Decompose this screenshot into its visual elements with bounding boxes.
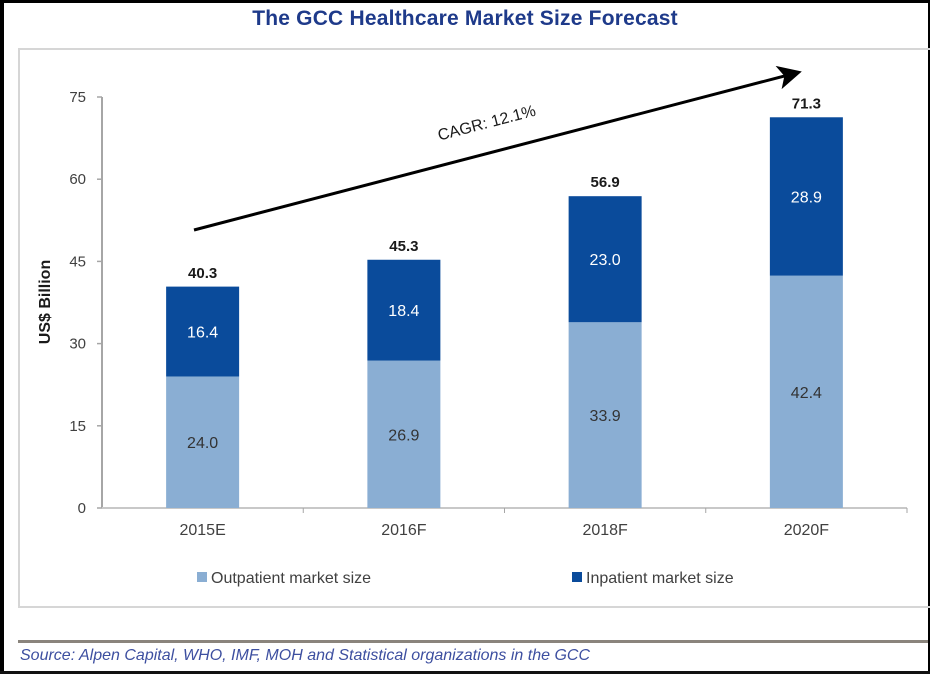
bar-inpatient xyxy=(166,286,240,377)
data-label-outpatient: 42.4 xyxy=(791,385,822,402)
y-tick-label: 30 xyxy=(69,336,86,353)
y-tick-label: 0 xyxy=(78,500,86,517)
legend-label: Inpatient market size xyxy=(586,570,734,587)
x-category-label: 2020F xyxy=(784,522,830,539)
cagr-annotation: CAGR: 12.1% xyxy=(193,65,802,232)
data-label-outpatient: 26.9 xyxy=(388,427,419,444)
data-label-outpatient: 24.0 xyxy=(187,435,218,452)
image-border-bottom xyxy=(0,671,930,674)
image-border-right xyxy=(928,0,930,674)
source-note: Source: Alpen Capital, WHO, IMF, MOH and… xyxy=(20,647,591,664)
y-axis-label: US$ Billion xyxy=(37,260,54,344)
data-label-inpatient: 16.4 xyxy=(187,325,218,342)
bars xyxy=(166,117,843,508)
cagr-label: CAGR: 12.1% xyxy=(436,103,538,145)
data-label-inpatient: 23.0 xyxy=(590,252,621,269)
x-category-label: 2018F xyxy=(582,522,628,539)
y-tick-label: 60 xyxy=(69,171,86,188)
data-label-total: 40.3 xyxy=(188,265,217,282)
data-label-total: 45.3 xyxy=(389,238,418,255)
data-label-inpatient: 28.9 xyxy=(791,189,822,206)
data-label-outpatient: 33.9 xyxy=(590,408,621,425)
legend: Outpatient market size Inpatient market s… xyxy=(197,570,734,587)
x-category-label: 2016F xyxy=(381,522,427,539)
legend-label: Outpatient market size xyxy=(211,570,371,587)
x-axis: 2015E 2016F 2018F 2020F xyxy=(102,507,908,539)
cagr-trend-arrow xyxy=(193,65,802,232)
image-border-left xyxy=(0,0,4,674)
data-labels: 24.0 16.4 40.3 26.9 18.4 45.3 33.9 23.0 56.9 42.4… xyxy=(187,95,822,452)
chart-title: The GCC Healthcare Market Size Forecast xyxy=(252,7,678,30)
y-tick-label: 45 xyxy=(69,253,86,270)
bar-outpatient xyxy=(769,275,843,508)
x-category-label: 2015E xyxy=(179,522,225,539)
bar-outpatient xyxy=(166,376,240,508)
bar-inpatient xyxy=(367,259,441,361)
legend-swatch xyxy=(572,572,582,582)
chart-frame xyxy=(18,48,930,608)
image-border-top xyxy=(0,0,930,3)
bar-outpatient xyxy=(568,322,642,508)
y-tick-label: 15 xyxy=(69,418,86,435)
legend-swatch xyxy=(197,572,207,582)
source-divider xyxy=(18,640,928,643)
data-label-total: 71.3 xyxy=(792,95,821,112)
y-tick-label: 75 xyxy=(69,89,86,106)
data-label-inpatient: 18.4 xyxy=(388,303,419,320)
y-axis: 0 15 30 45 60 75 xyxy=(69,89,103,517)
bar-inpatient xyxy=(769,117,843,276)
bar-outpatient xyxy=(367,360,441,508)
bar-inpatient xyxy=(568,196,642,323)
data-label-total: 56.9 xyxy=(591,174,620,191)
